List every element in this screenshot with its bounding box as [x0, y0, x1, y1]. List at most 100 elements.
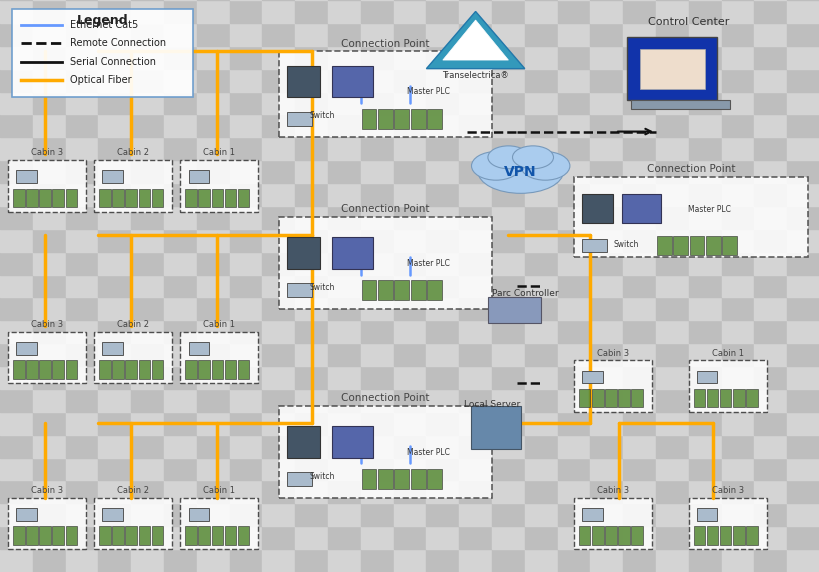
- Bar: [229, 114, 262, 137]
- Bar: [131, 480, 164, 503]
- Bar: [688, 183, 721, 206]
- Bar: [295, 160, 328, 183]
- FancyBboxPatch shape: [16, 170, 37, 183]
- FancyBboxPatch shape: [693, 526, 704, 545]
- Bar: [393, 252, 426, 275]
- Bar: [0, 46, 33, 69]
- Bar: [360, 206, 393, 229]
- Bar: [655, 526, 688, 549]
- Bar: [98, 412, 131, 435]
- Bar: [524, 46, 557, 69]
- FancyBboxPatch shape: [13, 189, 25, 207]
- Bar: [491, 275, 524, 297]
- Bar: [33, 503, 66, 526]
- Bar: [328, 183, 360, 206]
- Text: Master PLC: Master PLC: [406, 448, 449, 456]
- Bar: [557, 183, 590, 206]
- FancyBboxPatch shape: [188, 170, 209, 183]
- Bar: [655, 343, 688, 366]
- Bar: [557, 160, 590, 183]
- Bar: [328, 503, 360, 526]
- Bar: [98, 366, 131, 389]
- FancyBboxPatch shape: [631, 100, 729, 109]
- FancyBboxPatch shape: [278, 406, 491, 498]
- Bar: [229, 549, 262, 572]
- Bar: [786, 252, 819, 275]
- Bar: [131, 183, 164, 206]
- Bar: [295, 229, 328, 252]
- Bar: [426, 46, 459, 69]
- FancyBboxPatch shape: [627, 37, 717, 100]
- Bar: [721, 0, 753, 23]
- Bar: [98, 69, 131, 92]
- Bar: [66, 503, 98, 526]
- Bar: [655, 23, 688, 46]
- Ellipse shape: [471, 152, 520, 180]
- Bar: [786, 503, 819, 526]
- Bar: [0, 183, 33, 206]
- Bar: [262, 160, 295, 183]
- Bar: [164, 275, 197, 297]
- Bar: [655, 0, 688, 23]
- Bar: [131, 458, 164, 480]
- FancyBboxPatch shape: [604, 526, 616, 545]
- Bar: [524, 297, 557, 320]
- Bar: [295, 480, 328, 503]
- Bar: [753, 114, 786, 137]
- Bar: [33, 252, 66, 275]
- Bar: [688, 114, 721, 137]
- Bar: [557, 297, 590, 320]
- Text: Connection Point: Connection Point: [341, 39, 429, 49]
- Bar: [426, 92, 459, 114]
- FancyBboxPatch shape: [152, 360, 163, 379]
- Bar: [491, 69, 524, 92]
- Bar: [393, 343, 426, 366]
- Bar: [0, 458, 33, 480]
- Bar: [557, 137, 590, 160]
- Bar: [721, 69, 753, 92]
- Bar: [688, 320, 721, 343]
- Bar: [459, 549, 491, 572]
- Bar: [753, 480, 786, 503]
- Bar: [655, 46, 688, 69]
- Bar: [491, 92, 524, 114]
- Text: Transelectrica®: Transelectrica®: [441, 72, 509, 81]
- Bar: [98, 503, 131, 526]
- Bar: [229, 137, 262, 160]
- FancyBboxPatch shape: [618, 389, 629, 407]
- Bar: [721, 412, 753, 435]
- Bar: [131, 412, 164, 435]
- Bar: [164, 206, 197, 229]
- Bar: [229, 46, 262, 69]
- Bar: [262, 92, 295, 114]
- Bar: [197, 275, 229, 297]
- Bar: [295, 0, 328, 23]
- Bar: [393, 389, 426, 412]
- Bar: [655, 252, 688, 275]
- Bar: [164, 526, 197, 549]
- Bar: [524, 366, 557, 389]
- Bar: [66, 114, 98, 137]
- Bar: [164, 160, 197, 183]
- Bar: [426, 435, 459, 458]
- Bar: [295, 435, 328, 458]
- Bar: [0, 23, 33, 46]
- FancyBboxPatch shape: [287, 66, 319, 97]
- Bar: [66, 343, 98, 366]
- Bar: [229, 412, 262, 435]
- Text: Cabin 3: Cabin 3: [711, 486, 743, 495]
- FancyBboxPatch shape: [378, 109, 392, 129]
- Bar: [360, 412, 393, 435]
- Bar: [491, 137, 524, 160]
- Bar: [622, 183, 655, 206]
- Bar: [197, 252, 229, 275]
- Bar: [622, 92, 655, 114]
- Bar: [33, 412, 66, 435]
- Text: Master PLC: Master PLC: [687, 205, 730, 213]
- Bar: [655, 297, 688, 320]
- FancyBboxPatch shape: [211, 189, 223, 207]
- Bar: [459, 503, 491, 526]
- Bar: [0, 160, 33, 183]
- Bar: [655, 69, 688, 92]
- FancyBboxPatch shape: [112, 526, 124, 545]
